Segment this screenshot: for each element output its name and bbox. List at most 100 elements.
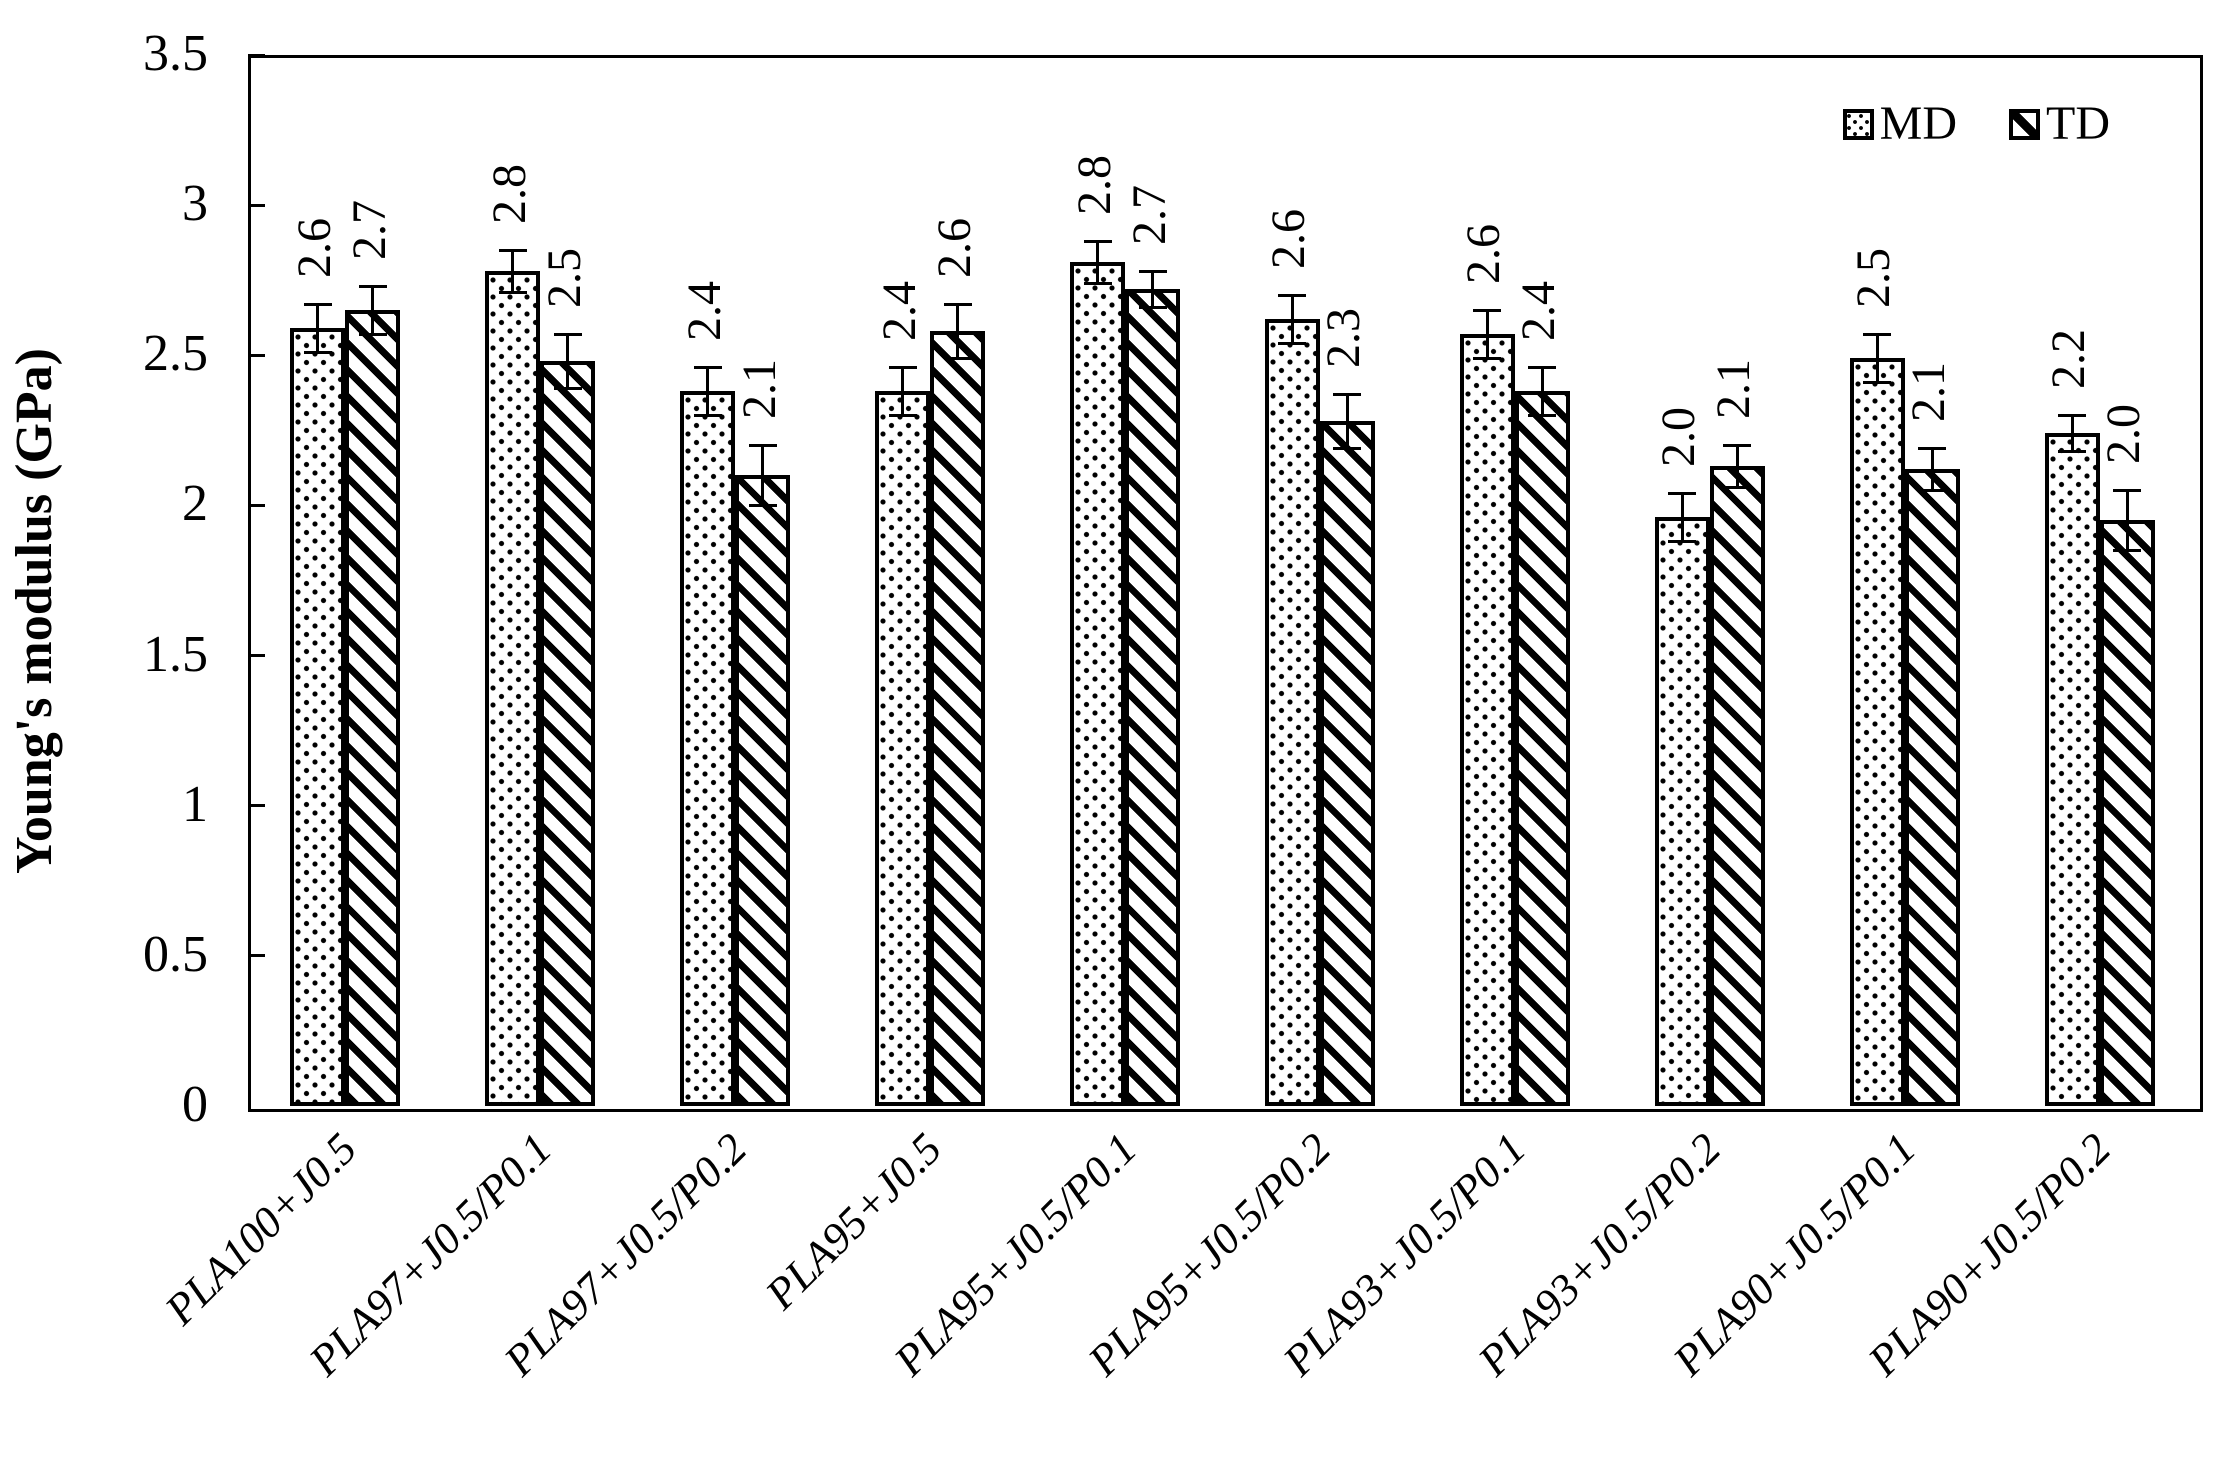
error-bar-line <box>1345 394 1349 449</box>
bar-td-2 <box>735 475 791 1106</box>
error-bar-cap-bottom <box>1528 413 1557 417</box>
legend-item-md: MD <box>1842 97 1958 150</box>
bar-td-9 <box>2099 520 2155 1106</box>
md-dotted-swatch-icon <box>1842 108 1874 140</box>
error-bar-cap-bottom <box>1278 341 1307 345</box>
bar-td-0 <box>345 310 401 1106</box>
error-bar-cap-bottom <box>1333 446 1362 450</box>
bar-td-4 <box>1125 289 1181 1106</box>
error-bar-cap-bottom <box>748 503 777 507</box>
error-bar-line <box>1096 241 1100 284</box>
error-bar-line <box>706 367 710 416</box>
bar-md-2 <box>680 391 736 1106</box>
y-tick-label: 0.5 <box>143 925 208 983</box>
error-bar-cap-top <box>1528 365 1557 369</box>
error-bar-cap-bottom <box>2113 548 2142 552</box>
error-bar-cap-top <box>1333 392 1362 396</box>
bar-td-8 <box>1904 469 1960 1106</box>
error-bar-cap-bottom <box>1863 380 1892 384</box>
y-tick-mark <box>248 53 265 57</box>
error-bar-cap-bottom <box>303 350 332 354</box>
error-bar-cap-top <box>553 332 582 336</box>
error-bar-cap-bottom <box>1918 488 1947 492</box>
error-bar-cap-top <box>1723 443 1752 447</box>
error-bar-line <box>956 304 960 359</box>
error-bar-line <box>1290 295 1294 344</box>
error-bar-cap-bottom <box>1138 305 1167 309</box>
error-bar-line <box>901 367 905 416</box>
bar-md-9 <box>2044 433 2100 1106</box>
error-bar-line <box>1875 334 1879 383</box>
y-tick-label: 3 <box>182 175 208 233</box>
error-bar-line <box>316 304 320 353</box>
error-bar-line <box>1485 310 1489 359</box>
error-bar-cap-top <box>1863 332 1892 336</box>
error-bar-cap-top <box>1278 293 1307 297</box>
bar-md-3 <box>875 391 931 1106</box>
y-tick-label: 2.5 <box>143 325 208 383</box>
x-category-label: PLA100+J0.5 <box>155 1123 366 1335</box>
error-bar-cap-top <box>1083 239 1112 243</box>
error-bar-line <box>566 334 570 389</box>
bar-value-label: 2.0 <box>1652 407 1706 468</box>
error-bar-line <box>2070 415 2074 452</box>
legend-item-td: TD <box>2009 100 2110 148</box>
bar-md-7 <box>1654 517 1710 1106</box>
y-tick-mark <box>248 503 265 507</box>
error-bar-line <box>761 445 765 506</box>
error-bar-cap-bottom <box>2058 449 2087 453</box>
bar-value-label: 2.7 <box>342 200 396 261</box>
error-bar-line <box>1540 367 1544 416</box>
bar-value-label: 2.4 <box>677 281 731 342</box>
bar-value-label: 2.6 <box>927 218 981 279</box>
error-bar-cap-bottom <box>693 413 722 417</box>
y-tick-label: 1 <box>182 775 208 833</box>
error-bar-cap-top <box>498 248 527 252</box>
y-tick-mark <box>248 804 265 808</box>
bar-value-label: 2.8 <box>1067 155 1121 216</box>
error-bar-line <box>371 286 375 335</box>
error-bar-cap-top <box>1473 308 1502 312</box>
bar-value-label: 2.6 <box>1457 224 1511 285</box>
error-bar-cap-bottom <box>358 332 387 336</box>
bar-td-3 <box>930 331 986 1106</box>
legend-label-md: MD <box>1879 97 1958 150</box>
error-bar-cap-top <box>1668 491 1697 495</box>
bar-value-label: 2.4 <box>872 281 926 342</box>
bar-value-label: 2.4 <box>1512 281 1566 342</box>
error-bar-cap-top <box>358 284 387 288</box>
td-striped-swatch-icon <box>2009 108 2041 140</box>
bar-value-label: 2.5 <box>1847 248 1901 309</box>
bar-value-label: 2.1 <box>1902 362 1956 423</box>
error-bar-cap-top <box>1138 269 1167 273</box>
bar-value-label: 2.1 <box>1707 359 1761 420</box>
y-tick-label: 3.5 <box>143 25 208 82</box>
bar-md-6 <box>1459 334 1515 1106</box>
bar-md-4 <box>1070 262 1126 1106</box>
error-bar-cap-bottom <box>553 386 582 390</box>
error-bar-cap-top <box>303 302 332 306</box>
error-bar-cap-bottom <box>1473 356 1502 360</box>
error-bar-cap-bottom <box>1083 281 1112 285</box>
bar-value-label: 2.0 <box>2097 404 2151 465</box>
y-tick-mark <box>248 353 265 357</box>
error-bar-cap-bottom <box>1668 539 1697 543</box>
bar-value-label: 2.6 <box>1262 209 1316 270</box>
bar-td-5 <box>1319 421 1375 1106</box>
bar-value-label: 2.7 <box>1122 185 1176 246</box>
legend: MD TD <box>1842 97 2110 150</box>
y-tick-mark <box>248 203 265 207</box>
bar-value-label: 2.3 <box>1317 308 1371 369</box>
bar-value-label: 2.2 <box>2042 329 2096 390</box>
error-bar-line <box>1680 493 1684 542</box>
error-bar-line <box>1735 445 1739 488</box>
error-bar-line <box>1930 448 1934 491</box>
y-axis-title: Young's modulus (GPa) <box>6 348 63 874</box>
error-bar-line <box>2125 490 2129 551</box>
bar-value-label: 2.6 <box>287 218 341 279</box>
error-bar-line <box>511 250 515 293</box>
y-tick-label: 0 <box>182 1076 208 1133</box>
error-bar-cap-bottom <box>1723 485 1752 489</box>
x-category-label: PLA95+J0.5 <box>755 1123 951 1319</box>
